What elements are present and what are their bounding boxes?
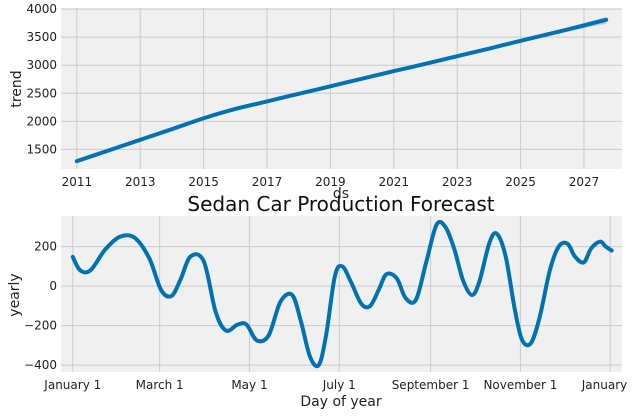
x-tick-label: January 1 [43,378,101,392]
trend-plot-area [61,8,622,169]
y-tick-label: 0 [49,279,57,293]
yearly-plot-area [61,216,622,372]
x-tick-label: 2019 [315,175,346,189]
y-tick-label: 1500 [26,142,57,156]
x-tick-label: 2025 [505,175,536,189]
yearly-panel: Sedan Car Production Forecast January 1 M… [7,192,632,410]
yearly-line [70,219,614,369]
x-tick-label: 2021 [379,175,410,189]
yearly-x-axis-label: Day of year [300,394,382,410]
y-tick-label: 3000 [26,58,57,72]
y-tick-label: 2000 [26,114,57,128]
y-tick-label: 3500 [26,30,57,44]
x-tick-label: 2023 [442,175,473,189]
y-tick-label: −200 [24,319,57,333]
x-tick-label: September 1 [392,378,470,392]
x-tick-label: 2017 [252,175,283,189]
trend-panel: 2011 2013 2015 2017 2019 2021 2023 2025 2027 150… [9,2,622,202]
trend-x-axis-label: ds [333,186,349,202]
x-tick-label: 2015 [188,175,219,189]
trend-line [74,17,609,164]
x-tick-label: 2013 [125,175,156,189]
trend-y-axis-label: trend [9,70,25,107]
y-tick-label: 2500 [26,86,57,100]
trend-y-ticks: 1500 2000 2500 3000 3500 4000 [26,2,57,156]
x-tick-label: 2027 [569,175,600,189]
x-tick-label: July 1 [322,378,356,392]
yearly-y-axis-label: yearly [7,273,23,316]
y-tick-label: 4000 [26,2,57,16]
y-tick-label: 200 [34,240,57,254]
x-tick-label: January 1 [581,378,632,392]
x-tick-label: 2011 [62,175,93,189]
x-tick-label: November 1 [483,378,557,392]
x-tick-label: March 1 [136,378,184,392]
y-tick-label: −400 [24,358,57,372]
yearly-x-ticks: January 1 March 1 May 1 July 1 September 1 No… [43,378,632,392]
chart-title: Sedan Car Production Forecast [187,192,494,216]
x-tick-label: May 1 [231,378,267,392]
trend-x-ticks: 2011 2013 2015 2017 2019 2021 2023 2025 2027 [62,175,600,189]
yearly-y-ticks: −400 −200 0 200 [24,240,57,372]
